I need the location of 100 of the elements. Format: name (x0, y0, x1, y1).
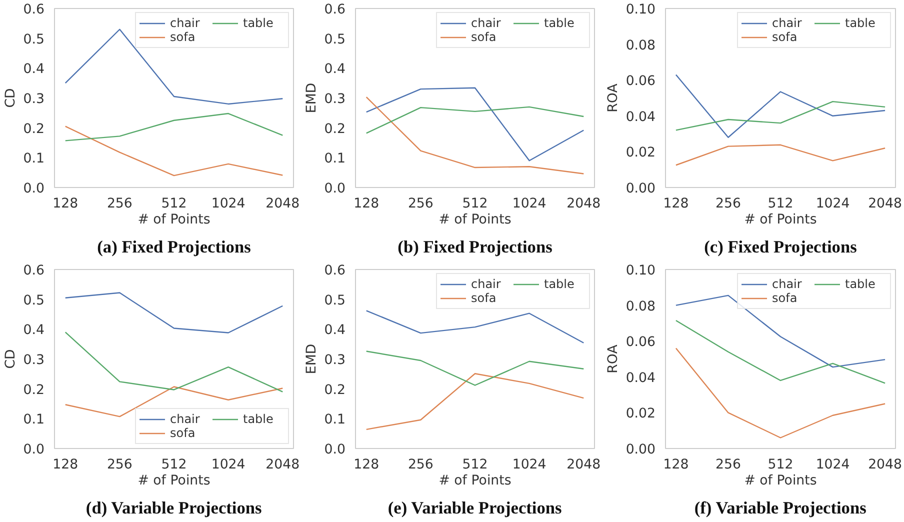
x-tick-label: 2048 (566, 458, 601, 472)
x-axis-title: # of Points (744, 212, 817, 228)
y-axis-title: CD (3, 349, 18, 369)
y-tick-label: 0.0 (324, 442, 346, 458)
y-tick-label: 0.2 (324, 122, 346, 137)
legend-label: table (845, 277, 876, 291)
x-tick-label: 2048 (566, 196, 601, 212)
legend-label: table (544, 277, 576, 291)
x-tick-label: 1024 (816, 458, 850, 472)
x-tick-label: 512 (462, 196, 488, 212)
legend-label: chair (471, 277, 502, 291)
text: (f) Variable Projections (694, 498, 867, 518)
x-tick-label: 1024 (816, 196, 850, 212)
y-tick-label: 0.00 (626, 182, 656, 196)
y-tick-label: 0.6 (23, 264, 45, 278)
text: (a) Fixed Projections (97, 238, 252, 256)
legend-label: chair (772, 277, 803, 291)
x-tick-label: 256 (716, 458, 741, 472)
legend-label: sofa (471, 291, 498, 305)
y-tick-label: 0.2 (23, 122, 45, 137)
y-tick-label: 0.1 (324, 152, 346, 167)
y-tick-label: 0.6 (23, 2, 45, 18)
y-tick-label: 0.2 (23, 382, 45, 398)
y-tick-label: 0.1 (23, 152, 45, 167)
y-tick-label: 0.10 (626, 2, 656, 18)
y-tick-label: 0.08 (626, 299, 656, 314)
x-tick-label: 512 (462, 458, 488, 472)
x-tick-label: 1024 (512, 458, 546, 472)
x-tick-label: 512 (161, 458, 187, 472)
x-axis-title: # of Points (438, 474, 512, 488)
legend-label: sofa (170, 30, 196, 44)
x-tick-label: 128 (52, 196, 78, 212)
x-tick-label: 256 (408, 196, 434, 212)
y-tick-label: 0.06 (626, 335, 656, 350)
y-tick-label: 0.5 (324, 32, 346, 48)
x-tick-label: 1024 (211, 196, 246, 212)
y-tick-label: 0.4 (324, 62, 346, 78)
x-axis-title: # of Points (138, 212, 210, 228)
text: (c) Fixed Projections (704, 238, 858, 256)
text: (d) Variable Projections (86, 498, 262, 518)
y-axis-title: CD (3, 88, 18, 108)
y-tick-label: 0.3 (23, 353, 45, 368)
y-tick-label: 0.06 (626, 74, 656, 90)
x-tick-label: 2048 (266, 458, 300, 472)
legend-label: sofa (170, 426, 196, 440)
legend-label: chair (772, 16, 803, 30)
y-tick-label: 0.08 (626, 38, 656, 54)
y-tick-label: 0.02 (626, 146, 656, 161)
x-tick-label: 2048 (266, 196, 300, 212)
legend-label: sofa (471, 30, 498, 44)
y-axis-title: ROA (606, 84, 621, 112)
y-tick-label: 0.10 (626, 264, 656, 278)
legend-label: table (243, 16, 274, 30)
y-tick-label: 0.3 (23, 92, 45, 107)
x-tick-label: 128 (354, 196, 380, 212)
y-tick-label: 0.04 (626, 110, 656, 125)
x-tick-label: 128 (663, 458, 689, 472)
x-tick-label: 256 (106, 458, 132, 472)
y-axis-title: ROA (606, 344, 621, 374)
text: (e) Variable Projections (388, 498, 562, 518)
y-tick-label: 0.00 (626, 442, 656, 458)
legend-label: chair (170, 412, 201, 426)
y-axis-title: EMD (304, 344, 320, 374)
y-tick-label: 0.5 (23, 293, 45, 308)
legend-label: table (845, 16, 876, 30)
legend-label: sofa (772, 291, 798, 305)
x-tick-label: 256 (408, 458, 434, 472)
x-tick-label: 1024 (512, 196, 546, 212)
legend-label: table (243, 412, 274, 426)
y-tick-label: 0.0 (23, 182, 45, 196)
x-tick-label: 256 (106, 196, 132, 212)
x-tick-label: 1024 (211, 458, 246, 472)
legend-label: chair (170, 16, 201, 30)
x-tick-label: 256 (716, 196, 741, 212)
legend-label: chair (471, 16, 502, 30)
y-tick-label: 0.4 (23, 62, 45, 78)
x-tick-label: 512 (768, 196, 794, 212)
y-axis-title: EMD (304, 82, 320, 114)
x-tick-label: 2048 (868, 196, 902, 212)
x-axis-title: # of Points (138, 474, 210, 488)
y-tick-label: 0.1 (324, 412, 346, 428)
x-axis-title: # of Points (744, 474, 817, 488)
legend-label: table (544, 16, 576, 30)
y-tick-label: 0.0 (23, 442, 45, 458)
text: (b) Fixed Projections (398, 238, 553, 256)
x-tick-label: 128 (663, 196, 689, 212)
x-tick-label: 512 (768, 458, 794, 472)
y-tick-label: 0.0 (324, 182, 346, 196)
x-tick-label: 128 (52, 458, 78, 472)
y-tick-label: 0.02 (626, 406, 656, 422)
legend-label: sofa (772, 30, 798, 44)
y-tick-label: 0.5 (23, 32, 45, 48)
x-tick-label: 128 (354, 458, 380, 472)
y-tick-label: 0.5 (324, 293, 346, 308)
y-tick-label: 0.2 (324, 382, 346, 398)
y-tick-label: 0.3 (324, 92, 346, 107)
y-tick-label: 0.6 (324, 264, 346, 278)
y-tick-label: 0.04 (626, 370, 656, 386)
y-tick-label: 0.4 (324, 323, 346, 338)
y-tick-label: 0.1 (23, 412, 45, 428)
